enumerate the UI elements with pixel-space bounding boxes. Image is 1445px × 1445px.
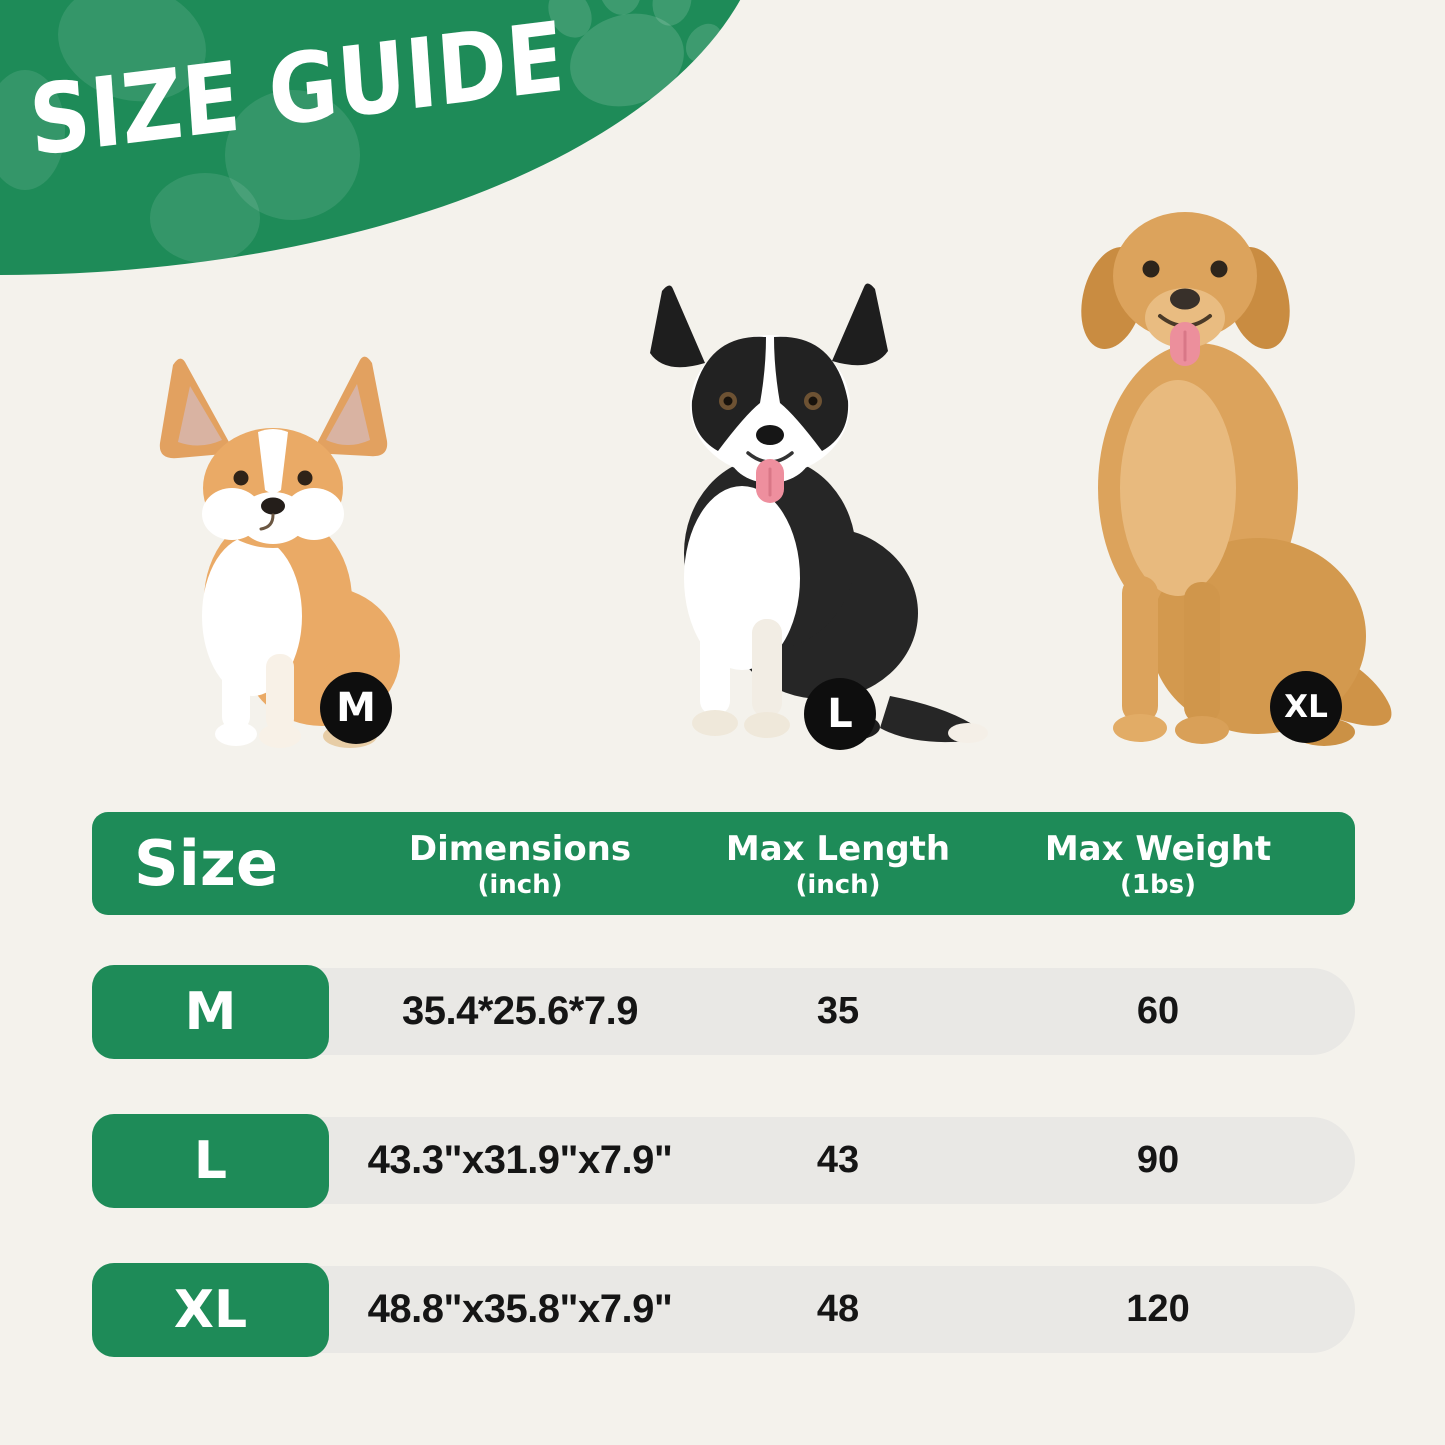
paw-pad-decoration xyxy=(0,70,65,190)
paw-pad-decoration xyxy=(150,173,260,263)
dimensions-cell: 43.3"x31.9"x7.9" xyxy=(367,1138,673,1182)
table-header: Size Dimensions (inch) Max Length (inch)… xyxy=(92,812,1355,915)
size-cell-m: M xyxy=(92,965,329,1059)
size-cell-xl: XL xyxy=(92,1263,329,1357)
max-length-cell: 48 xyxy=(816,1288,860,1330)
size-badge-l: L xyxy=(804,678,876,750)
column-header-dimensions-unit: (inch) xyxy=(477,870,563,900)
size-badge-l-label: L xyxy=(827,691,853,737)
border-collie-dog-illustration xyxy=(650,283,988,743)
size-cell-l: L xyxy=(92,1114,329,1208)
table-row-xl: XL 48.8"x35.8"x7.9" 48 120 xyxy=(0,1263,1445,1357)
max-length-cell: 43 xyxy=(816,1139,860,1181)
paw-pad-decoration xyxy=(225,90,360,220)
column-header-size: Size xyxy=(134,827,279,900)
size-badge-m: M xyxy=(320,672,392,744)
dimensions-cell: 48.8"x35.8"x7.9" xyxy=(367,1287,673,1331)
golden-retriever-dog-illustration xyxy=(1081,212,1392,746)
max-weight-cell: 90 xyxy=(1136,1139,1180,1181)
column-header-max-length: Max Length (inch) xyxy=(688,829,988,901)
column-header-max-length-unit: (inch) xyxy=(795,870,881,900)
corgi-dog-illustration xyxy=(159,356,400,748)
size-badge-xl: XL xyxy=(1270,671,1342,743)
paw-print-icon xyxy=(548,0,723,107)
table-row-l: L 43.3"x31.9"x7.9" 43 90 xyxy=(0,1114,1445,1208)
max-weight-cell: 120 xyxy=(1126,1288,1190,1330)
column-header-dimensions: Dimensions (inch) xyxy=(370,829,670,901)
column-header-max-weight-unit: (1bs) xyxy=(1120,870,1196,900)
column-header-dimensions-label: Dimensions xyxy=(408,829,632,869)
column-header-max-length-label: Max Length xyxy=(725,829,951,869)
table-row-m: M 35.4*25.6*7.9 35 60 xyxy=(0,965,1445,1059)
column-header-max-weight-label: Max Weight xyxy=(1044,829,1272,869)
dimensions-cell: 35.4*25.6*7.9 xyxy=(402,989,638,1033)
max-length-cell: 35 xyxy=(816,990,860,1032)
size-badge-xl-label: XL xyxy=(1284,689,1328,725)
column-header-max-weight: Max Weight (1bs) xyxy=(1008,829,1308,901)
max-weight-cell: 60 xyxy=(1136,990,1180,1032)
size-badge-m-label: M xyxy=(336,685,376,731)
